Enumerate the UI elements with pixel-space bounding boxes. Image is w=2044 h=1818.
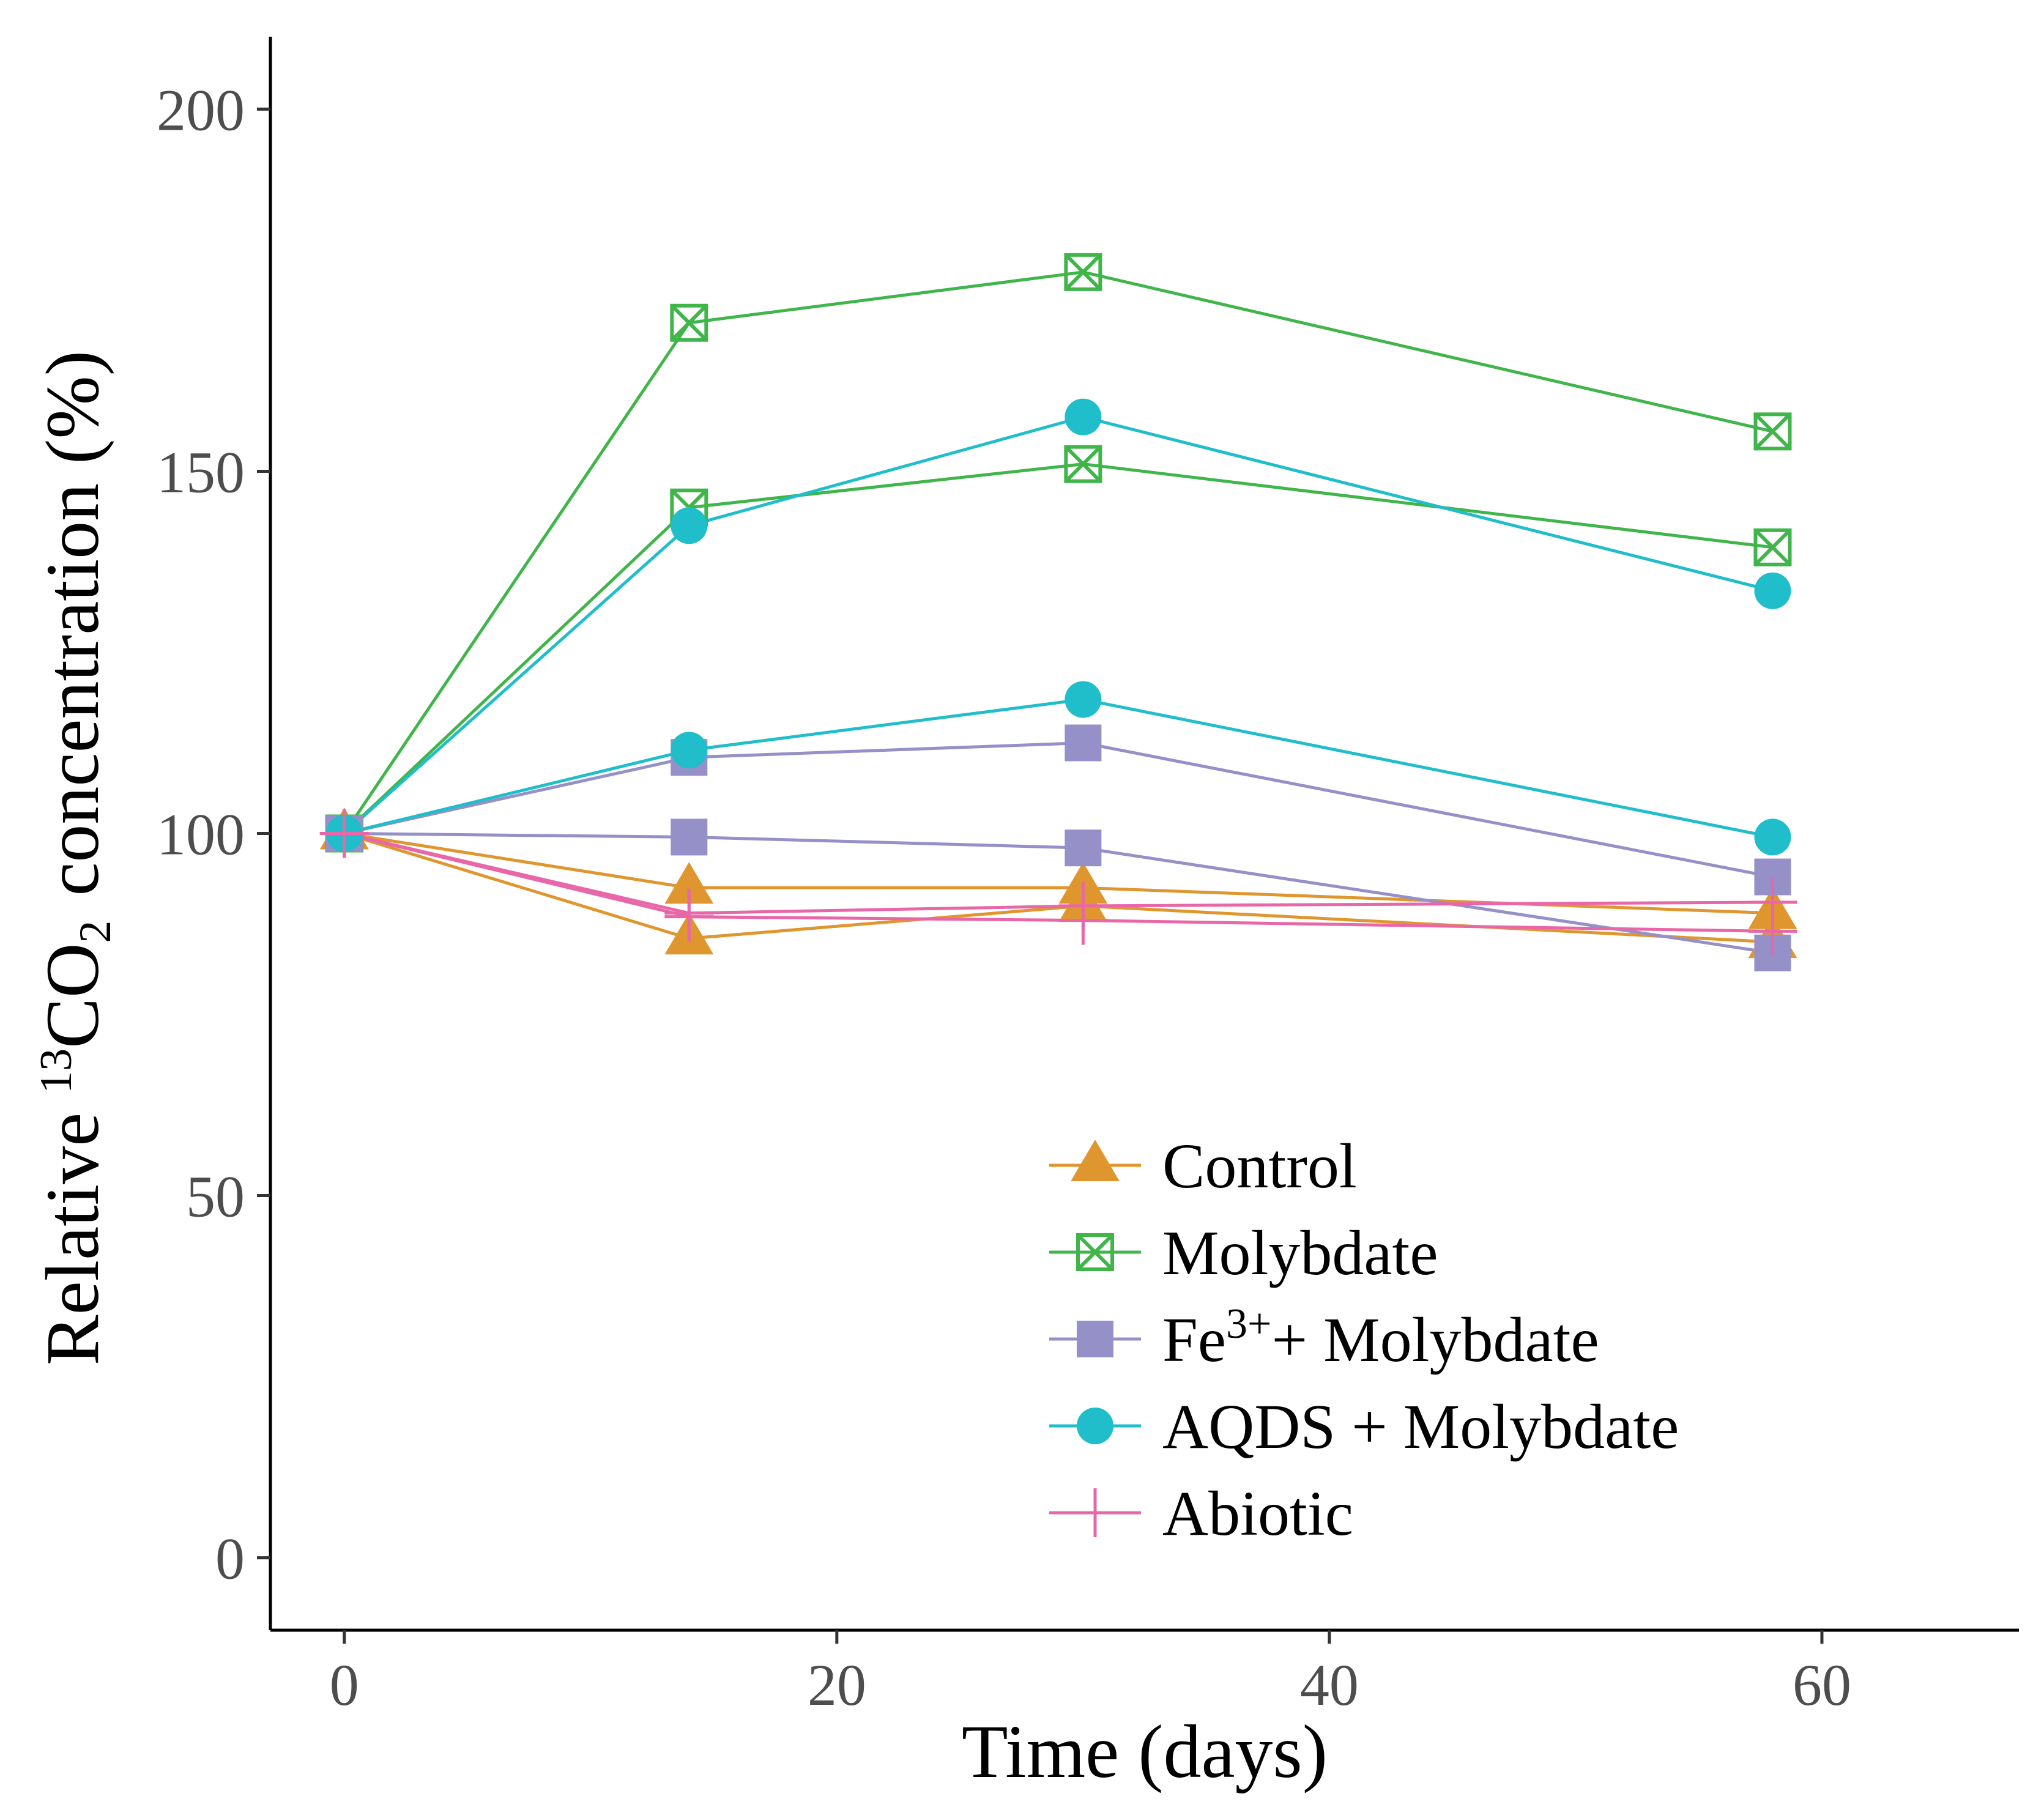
- legend-label-abiotic: Abiotic: [1162, 1479, 1353, 1549]
- legend-label-molybdate: Molybdate: [1162, 1218, 1438, 1288]
- legend-marker-shape-2: [1077, 1321, 1113, 1357]
- legend-marker-fe3-molybdate: [1077, 1321, 1113, 1357]
- x-tick-label: 20: [808, 1652, 866, 1718]
- legend-text-aqds-molybdate: AQDS + Molybdate: [1162, 1392, 1679, 1462]
- legend-marker-abiotic: [1071, 1488, 1120, 1537]
- legend-text-fe3-rest: + Molybdate: [1271, 1305, 1599, 1375]
- data-point-2-1-2: [1065, 829, 1102, 867]
- legend-text-fe3-main: Fe: [1162, 1305, 1226, 1375]
- legend-marker-shape-4: [1071, 1488, 1120, 1537]
- data-point-1-0-3: [1753, 412, 1792, 451]
- y-axis-title-molecule: CO: [31, 943, 114, 1048]
- legend-text-fe3-sup: 3+: [1226, 1300, 1271, 1348]
- series-line-4-1: [344, 832, 1773, 933]
- series-lines: [343, 270, 1774, 955]
- data-point-4-1-3: [1748, 907, 1797, 956]
- series-line-2-1: [344, 832, 1773, 955]
- series-line-0-0: [344, 832, 1773, 915]
- legend-label-control: Control: [1162, 1131, 1357, 1201]
- x-axis-title: Time (days): [962, 1710, 1328, 1794]
- legend-marker-shape-0: [1071, 1140, 1120, 1182]
- data-point-3-1-3: [1754, 818, 1791, 856]
- y-tick-label: 150: [157, 439, 245, 505]
- y-tick-label: 50: [186, 1164, 245, 1230]
- legend-entry-abiotic: Abiotic: [1049, 1479, 1353, 1549]
- legend-label-fe3-molybdate: Fe3++ Molybdate: [1162, 1300, 1599, 1375]
- data-point-3-1-1: [671, 732, 708, 769]
- legend-entry-fe3-molybdate: Fe3++ Molybdate: [1049, 1300, 1599, 1375]
- x-tick-label: 60: [1793, 1652, 1851, 1718]
- legend-entry-aqds-molybdate: AQDS + Molybdate: [1049, 1392, 1679, 1462]
- series-line-3-0: [343, 415, 1774, 835]
- legend: Control Molybdate Fe3++ Molybdate AQDS +…: [1049, 1131, 1679, 1549]
- data-point-2-1-1: [671, 818, 708, 856]
- series-line-4-0: [344, 832, 1773, 915]
- data-point-1-1-2: [1064, 445, 1102, 483]
- series-points: [319, 253, 1797, 971]
- legend-marker-molybdate: [1076, 1233, 1114, 1271]
- data-point-1-0-2: [1064, 253, 1102, 291]
- y-axis-title-isotope: 13: [31, 1048, 81, 1094]
- legend-entry-control: Control: [1049, 1131, 1357, 1201]
- series-line-1-1: [343, 462, 1773, 835]
- legend-marker-control: [1071, 1140, 1120, 1182]
- series-line-3-1: [344, 697, 1773, 839]
- series-line-0-1: [344, 832, 1773, 944]
- y-axis-title-prefix: Relative: [31, 1094, 114, 1365]
- legend-marker-shape-3: [1077, 1408, 1113, 1444]
- x-axis-ticks: 0 20 40 60: [330, 1630, 1851, 1718]
- data-point-0-0-1: [664, 862, 714, 904]
- legend-text-molybdate: Molybdate: [1162, 1218, 1438, 1288]
- data-point-3-0-3: [1754, 572, 1791, 609]
- y-tick-label: 0: [215, 1526, 245, 1592]
- data-point-4-1-1: [664, 892, 714, 941]
- y-axis-ticks: 0 50 100 150 200: [157, 77, 270, 1592]
- legend-marker-shape-1: [1076, 1233, 1114, 1271]
- data-point-1-1-3: [1753, 528, 1792, 566]
- data-point-4-1-2: [1058, 896, 1108, 945]
- legend-text-control: Control: [1162, 1131, 1357, 1201]
- y-tick-label: 100: [157, 802, 245, 867]
- data-point-4-1-0: [319, 809, 369, 858]
- data-point-3-0-2: [1065, 398, 1102, 436]
- y-axis-title: Relative 13CO2 concentration (%): [31, 351, 121, 1365]
- data-point-3-1-2: [1065, 681, 1102, 718]
- data-point-2-0-2: [1065, 724, 1102, 762]
- legend-marker-aqds-molybdate: [1077, 1408, 1113, 1444]
- legend-text-abiotic: Abiotic: [1162, 1479, 1353, 1549]
- series-line-1-0: [343, 270, 1774, 834]
- legend-label-aqds-molybdate: AQDS + Molybdate: [1162, 1392, 1679, 1462]
- series-line-2-0: [344, 741, 1773, 878]
- data-point-1-0-1: [670, 303, 708, 342]
- y-axis-title-suffix: concentration (%): [31, 351, 114, 896]
- y-axis-title-subscript: 2: [70, 921, 121, 943]
- legend-entry-molybdate: Molybdate: [1049, 1218, 1438, 1288]
- y-tick-label: 200: [157, 77, 245, 143]
- x-tick-label: 0: [330, 1652, 359, 1718]
- data-point-3-0-1: [671, 507, 708, 544]
- x-tick-label: 40: [1300, 1652, 1359, 1718]
